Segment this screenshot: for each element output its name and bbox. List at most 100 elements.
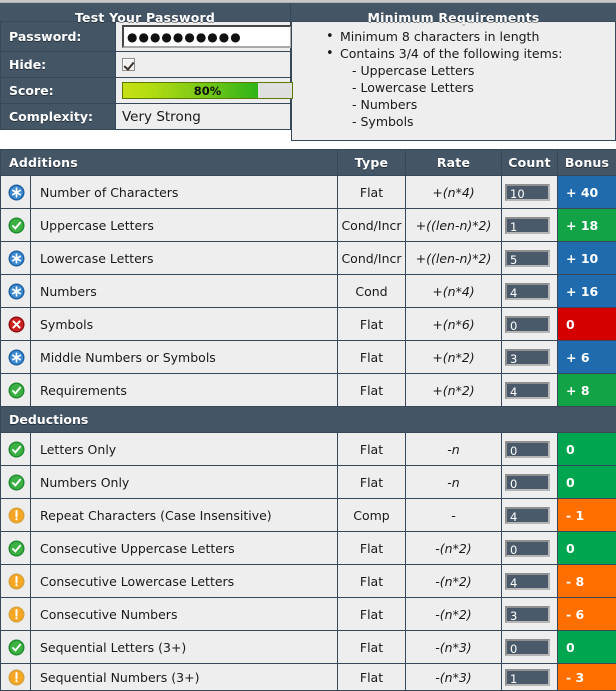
criterion-type: Flat xyxy=(337,373,406,407)
complexity-value-cell: Very Strong xyxy=(115,103,291,130)
check-circle-icon xyxy=(8,540,24,557)
criterion-name: Sequential Letters (3+) xyxy=(30,630,338,664)
criterion-count-box[interactable]: 4 xyxy=(505,381,550,399)
status-icon-cell xyxy=(0,373,31,407)
criterion-name: Consecutive Numbers xyxy=(30,597,338,631)
criterion-rate: +(n*2) xyxy=(405,340,502,374)
top-divider xyxy=(0,0,616,3)
check-circle-icon xyxy=(8,474,24,491)
status-icon-cell xyxy=(0,340,31,374)
deductions-section-header: Deductions xyxy=(0,406,616,433)
criterion-bonus: + 6 xyxy=(557,340,616,374)
criterion-count-box[interactable]: 0 xyxy=(505,473,550,491)
score-value-cell: 80% xyxy=(115,77,293,104)
table-row: Numbers Only Flat -n 0 0 xyxy=(0,465,616,499)
complexity-label: Complexity: xyxy=(0,103,116,130)
complexity-row: Complexity: Very Strong xyxy=(0,103,291,130)
criterion-type: Flat xyxy=(337,340,406,374)
criterion-type: Cond/Incr xyxy=(337,241,406,275)
criterion-rate: -(n*2) xyxy=(405,531,502,565)
table-row: Letters Only Flat -n 0 0 xyxy=(0,432,616,466)
criterion-count-box[interactable]: 1 xyxy=(505,668,550,686)
criterion-count-box[interactable]: 0 xyxy=(505,440,550,458)
test-password-title: Test Your Password xyxy=(0,3,291,25)
criterion-bonus: 0 xyxy=(557,630,616,664)
criterion-type: Flat xyxy=(337,630,406,664)
criterion-count-box[interactable]: 3 xyxy=(505,605,550,623)
criterion-count-box[interactable]: 0 xyxy=(505,315,550,333)
status-icon-cell xyxy=(0,432,31,466)
table-row: Consecutive Uppercase Letters Flat -(n*2) 0… xyxy=(0,531,616,565)
criterion-count-box[interactable]: 10 xyxy=(505,183,550,201)
hide-checkbox[interactable] xyxy=(122,58,135,71)
table-row: Middle Numbers or Symbols Flat +(n*2) 3 + 6 xyxy=(0,340,616,374)
score-percent-label: 80% xyxy=(193,84,222,98)
password-value-cell xyxy=(115,22,292,52)
criterion-count-box[interactable]: 4 xyxy=(505,572,550,590)
criterion-rate: - xyxy=(405,498,502,532)
deductions-rows: Letters Only Flat -n 0 0 Numbers Only Flat -n 0 0… xyxy=(0,432,616,691)
hide-value-cell xyxy=(115,51,291,78)
password-input[interactable] xyxy=(122,25,292,48)
criterion-bonus: + 8 xyxy=(557,373,616,407)
criterion-count-cell: 0 xyxy=(501,432,558,466)
requirement-text: Minimum 8 characters in length xyxy=(340,29,540,44)
requirement-item: • Minimum 8 characters in length xyxy=(326,28,615,45)
criterion-rate: +((len-n)*2) xyxy=(405,208,502,242)
info-asterisk-icon xyxy=(8,283,24,300)
criterion-bonus: - 3 xyxy=(557,663,616,691)
test-password-fields: Password: Hide: Score: xyxy=(0,22,293,130)
criterion-count-box[interactable]: 4 xyxy=(505,282,550,300)
criterion-count-box[interactable]: 3 xyxy=(505,348,550,366)
column-header-rate: Rate xyxy=(405,149,502,176)
requirement-sublist: - Uppercase Letters - Lowercase Letters … xyxy=(340,62,615,130)
bullet-icon: • xyxy=(326,29,334,44)
warning-circle-icon xyxy=(8,573,24,590)
criterion-name: Consecutive Lowercase Letters xyxy=(30,564,338,598)
criterion-rate: +(n*4) xyxy=(405,274,502,308)
criterion-count-box[interactable]: 0 xyxy=(505,539,550,557)
warning-circle-icon xyxy=(8,507,24,524)
status-icon-cell xyxy=(0,663,31,691)
requirement-subitem: - Symbols xyxy=(352,114,414,129)
status-icon-cell xyxy=(0,531,31,565)
criterion-type: Flat xyxy=(337,531,406,565)
criterion-name: Number of Characters xyxy=(30,175,338,209)
check-circle-icon xyxy=(8,382,24,399)
criterion-count-cell: 4 xyxy=(501,373,558,407)
criterion-rate: +(n*4) xyxy=(405,175,502,209)
column-header-type: Type xyxy=(337,149,406,176)
score-progress-fill xyxy=(123,83,259,98)
criterion-count-cell: 10 xyxy=(501,175,558,209)
criterion-rate: -(n*3) xyxy=(405,630,502,664)
criterion-name: Sequential Numbers (3+) xyxy=(30,663,338,691)
table-row: Lowercase Letters Cond/Incr +((len-n)*2) 5 +… xyxy=(0,241,616,275)
password-row: Password: xyxy=(0,22,292,52)
criterion-count-cell: 3 xyxy=(501,340,558,374)
score-row: Score: 80% xyxy=(0,77,293,104)
criterion-type: Flat xyxy=(337,663,406,691)
criterion-bonus: + 18 xyxy=(557,208,616,242)
criterion-count-box[interactable]: 5 xyxy=(505,249,550,267)
minimum-requirements-panel: Minimum Requirements • Minimum 8 charact… xyxy=(291,3,616,141)
criterion-count-cell: 1 xyxy=(501,663,558,691)
info-asterisk-icon xyxy=(8,250,24,267)
score-breakdown-table: Additions Type Rate Count Bonus Number o… xyxy=(0,149,616,691)
criterion-type: Comp xyxy=(337,498,406,532)
status-icon-cell xyxy=(0,597,31,631)
table-row: Symbols Flat +(n*6) 0 0 xyxy=(0,307,616,341)
criterion-bonus: + 10 xyxy=(557,241,616,275)
check-circle-icon xyxy=(8,639,24,656)
status-icon-cell xyxy=(0,498,31,532)
criterion-count-box[interactable]: 0 xyxy=(505,638,550,656)
criterion-count-cell: 1 xyxy=(501,208,558,242)
criterion-count-box[interactable]: 1 xyxy=(505,216,550,234)
table-row: Consecutive Numbers Flat -(n*2) 3 - 6 xyxy=(0,597,616,631)
criterion-count-cell: 4 xyxy=(501,274,558,308)
criterion-bonus: + 40 xyxy=(557,175,616,209)
requirement-subitem: - Uppercase Letters xyxy=(352,63,475,78)
table-header-row: Additions Type Rate Count Bonus xyxy=(0,149,616,176)
criterion-rate: -(n*2) xyxy=(405,597,502,631)
check-circle-icon xyxy=(8,217,24,234)
criterion-count-box[interactable]: 4 xyxy=(505,506,550,524)
